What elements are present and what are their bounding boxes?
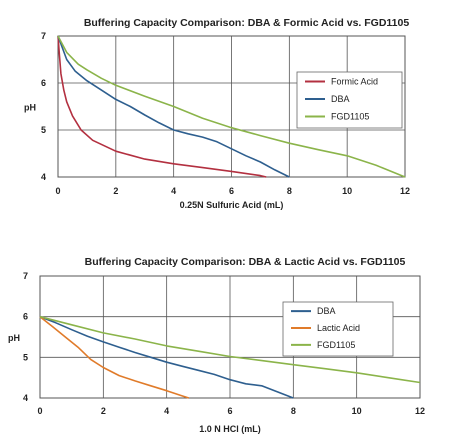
x-tick-label: 10 [352,406,362,416]
x-tick-label: 4 [171,186,176,196]
legend-label: FGD1105 [331,112,369,122]
series-line-fgd1105 [39,315,421,384]
series-line-formic-acid [57,35,267,178]
legend: Formic Acid DBA FGD1105 [296,71,403,129]
legend-label: DBA [331,94,350,104]
legend: DBA Lactic Acid FGD1105 [282,301,394,357]
chart-2: Buffering Capacity Comparison: DBA & Lac… [8,256,425,434]
x-tick-label: 12 [415,406,425,416]
chart-title: Buffering Capacity Comparison: DBA & For… [84,17,410,29]
x-tick-label: 0 [37,406,42,416]
legend-label: Formic Acid [331,77,378,87]
x-tick-label: 8 [291,406,296,416]
legend-label: FGD1105 [317,340,355,350]
y-axis-label: pH [8,333,20,343]
series-line-dba [39,315,294,399]
x-tick-label: 6 [229,186,234,196]
y-tick-label: 7 [23,271,28,281]
legend-label: Lactic Acid [317,323,360,333]
x-tick-label: 0 [55,186,60,196]
x-tick-label: 8 [287,186,292,196]
y-tick-label: 5 [41,125,46,135]
x-axis-label: 0.25N Sulfuric Acid (mL) [180,200,284,210]
y-tick-label: 4 [41,172,46,182]
y-tick-label: 6 [41,78,46,88]
legend-label: DBA [317,306,336,316]
x-tick-label: 10 [342,186,352,196]
y-tick-label: 7 [41,31,46,41]
chart-1: Buffering Capacity Comparison: DBA & For… [24,17,410,210]
x-tick-label: 2 [113,186,118,196]
x-axis-label: 1.0 N HCl (mL) [199,424,261,434]
chart-title: Buffering Capacity Comparison: DBA & Lac… [85,256,406,268]
y-tick-label: 6 [23,312,28,322]
x-tick-label: 6 [227,406,232,416]
x-tick-label: 4 [164,406,169,416]
series-line-lactic-acid [39,316,190,399]
y-tick-label: 4 [23,393,28,403]
y-axis-label: pH [24,103,36,113]
x-tick-label: 12 [400,186,410,196]
y-tick-label: 5 [23,352,28,362]
series-line-fgd1105 [57,35,406,178]
series-line-dba [57,35,290,178]
x-tick-label: 2 [101,406,106,416]
